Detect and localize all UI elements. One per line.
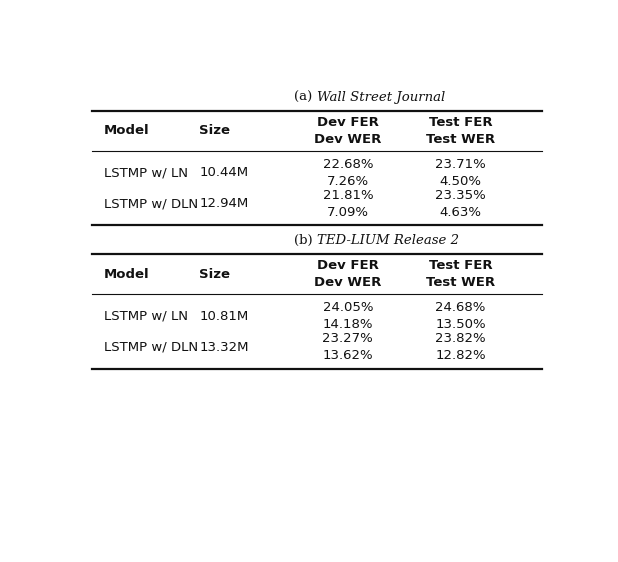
Text: Wall Street Journal: Wall Street Journal [317, 91, 445, 104]
Text: 10.81M: 10.81M [200, 310, 248, 323]
Text: 21.81%
7.09%: 21.81% 7.09% [323, 189, 373, 219]
Text: 22.68%
7.26%: 22.68% 7.26% [323, 157, 373, 188]
Text: (a): (a) [294, 91, 317, 104]
Text: Dev FER
Dev WER: Dev FER Dev WER [314, 259, 381, 289]
Text: 23.35%
4.63%: 23.35% 4.63% [435, 189, 486, 219]
Text: TED-LIUM Release 2: TED-LIUM Release 2 [317, 234, 459, 247]
Text: 23.71%
4.50%: 23.71% 4.50% [435, 157, 486, 188]
Text: 12.94M: 12.94M [200, 197, 248, 210]
Text: LSTMP w/ LN: LSTMP w/ LN [104, 166, 188, 179]
Text: (b): (b) [294, 234, 317, 247]
Text: 10.44M: 10.44M [200, 166, 248, 179]
Text: Test FER
Test WER: Test FER Test WER [426, 116, 495, 146]
Text: Dev FER
Dev WER: Dev FER Dev WER [314, 116, 381, 146]
Text: LSTMP w/ DLN: LSTMP w/ DLN [104, 341, 198, 354]
Text: 24.05%
14.18%: 24.05% 14.18% [323, 301, 373, 331]
Text: 24.68%
13.50%: 24.68% 13.50% [435, 301, 486, 331]
Text: 13.32M: 13.32M [200, 341, 249, 354]
Text: 23.27%
13.62%: 23.27% 13.62% [323, 332, 373, 362]
Text: LSTMP w/ LN: LSTMP w/ LN [104, 310, 188, 323]
Text: LSTMP w/ DLN: LSTMP w/ DLN [104, 197, 198, 210]
Text: 23.82%
12.82%: 23.82% 12.82% [435, 332, 486, 362]
Text: Size: Size [200, 124, 231, 137]
Text: Model: Model [104, 268, 149, 281]
Text: Test FER
Test WER: Test FER Test WER [426, 259, 495, 289]
Text: Size: Size [200, 268, 231, 281]
Text: Model: Model [104, 124, 149, 137]
